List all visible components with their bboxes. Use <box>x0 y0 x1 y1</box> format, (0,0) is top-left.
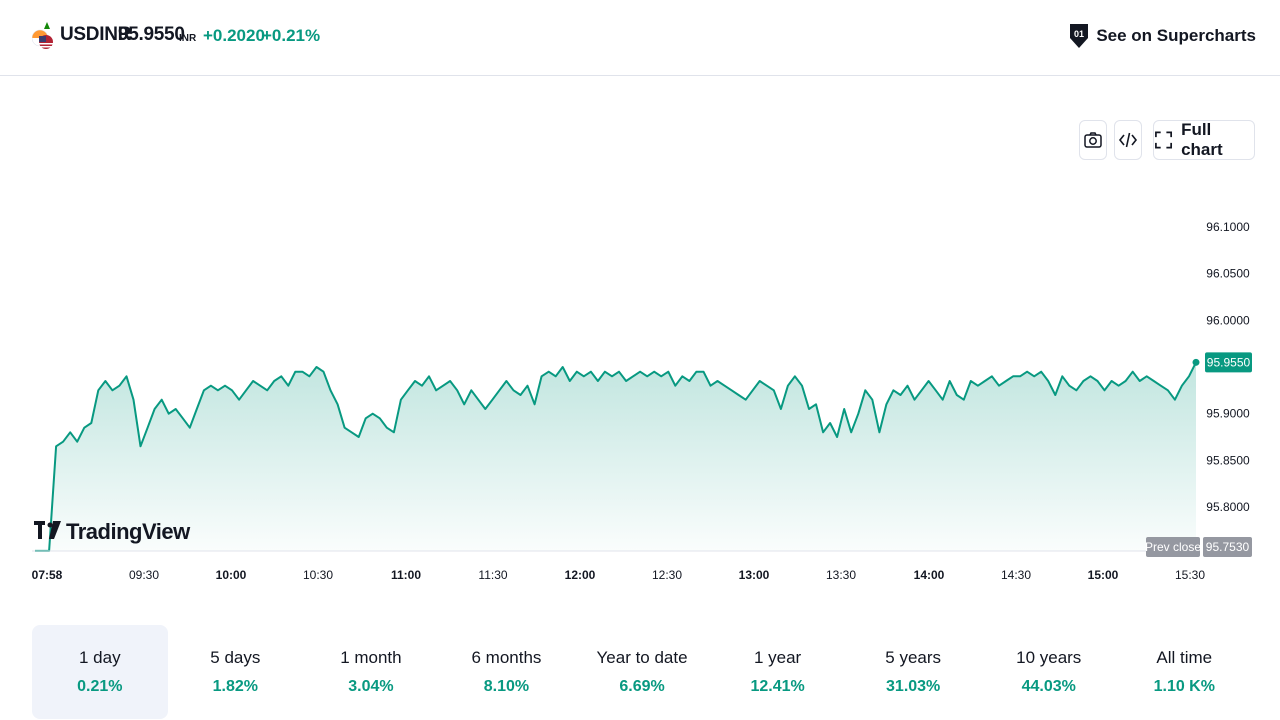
x-tick-label: 13:30 <box>826 568 856 582</box>
period-tab[interactable]: 1 year 12.41% <box>710 625 846 719</box>
price-change: +0.2020 <box>203 26 265 45</box>
period-tab[interactable]: 1 day 0.21% <box>32 625 168 719</box>
snapshot-button[interactable] <box>1079 120 1107 160</box>
period-label: 6 months <box>471 648 542 667</box>
price-line <box>35 361 1197 552</box>
x-tick-label: 09:30 <box>129 568 159 582</box>
symbol-header: USDINR 95.9550 INR +0.2020 +0.21% 01 See… <box>0 0 1280 76</box>
period-value: 3.04% <box>348 678 394 695</box>
period-tab[interactable]: 5 years 31.03% <box>845 625 981 719</box>
x-tick-label: 15:00 <box>1088 568 1119 582</box>
period-value: 8.10% <box>483 678 530 695</box>
x-tick-label: 11:00 <box>391 568 421 582</box>
x-axis: 07:58 09:30 10:00 10:30 11:00 11:30 12:00 12:30… <box>32 568 1206 582</box>
currency-code: INR <box>179 33 197 44</box>
period-tab[interactable]: 6 months 8.10% <box>439 625 575 719</box>
period-value: 1.10 K% <box>1153 678 1215 695</box>
x-tick-label: 11:30 <box>478 568 507 582</box>
period-label: 5 years <box>885 648 942 667</box>
period-value: 44.03% <box>1021 678 1076 695</box>
x-tick-label: 13:00 <box>739 568 770 582</box>
y-tick-label: 95.9000 <box>1206 407 1250 421</box>
y-tick-label: 96.1000 <box>1206 220 1250 234</box>
tradingview-logo-text: TradingView <box>66 519 191 544</box>
x-tick-label: 10:30 <box>303 568 333 582</box>
x-tick-label: 12:30 <box>652 568 682 582</box>
price-chart[interactable]: 96.1000 96.0500 96.0000 95.9000 95.8500 95.80… <box>0 0 1280 600</box>
fullscreen-icon <box>1155 131 1173 149</box>
period-value: 1.82% <box>212 678 259 695</box>
y-axis: 96.1000 96.0500 96.0000 95.9000 95.8500 95.80… <box>1206 220 1250 514</box>
last-price: 95.9550 <box>118 24 185 45</box>
svg-text:01: 01 <box>1074 29 1084 39</box>
period-value: 12.41% <box>750 678 805 695</box>
camera-icon <box>1084 132 1102 148</box>
period-tab[interactable]: 1 month 3.04% <box>303 625 439 719</box>
x-tick-label: 10:00 <box>216 568 247 582</box>
tradingview-logo-icon <box>34 521 61 539</box>
supercharts-logo-icon: 01 <box>1070 24 1089 48</box>
period-label: Year to date <box>596 648 688 667</box>
prev-close-label: Prev close <box>1145 540 1201 554</box>
x-tick-label: 14:30 <box>1001 568 1031 582</box>
period-tab[interactable]: Year to date 6.69% <box>574 625 710 719</box>
full-chart-label: Full chart <box>1181 120 1223 159</box>
y-tick-label: 95.8000 <box>1206 500 1250 514</box>
y-tick-label: 96.0000 <box>1206 313 1250 327</box>
period-performance-tabs: 1 day 0.21% 5 days 1.82% 1 month 3.04% 6 month… <box>32 625 1252 719</box>
x-tick-label: 12:00 <box>565 568 596 582</box>
period-label: 5 days <box>210 648 261 667</box>
period-label: 1 day <box>78 648 121 667</box>
prev-close-badge: Prev close 95.7530 <box>1145 537 1252 557</box>
last-price-label: 95.9550 <box>1207 355 1251 369</box>
period-label: 10 years <box>1016 648 1082 667</box>
x-tick-label: 07:58 <box>32 568 63 582</box>
period-value: 6.69% <box>619 678 665 695</box>
y-tick-label: 96.0500 <box>1206 267 1250 281</box>
prev-close-value: 95.7530 <box>1206 540 1250 554</box>
embed-button[interactable] <box>1114 120 1142 160</box>
usd-inr-flag-icon <box>32 22 53 49</box>
period-label: 1 month <box>340 648 402 667</box>
period-label: All time <box>1156 648 1213 667</box>
x-tick-label: 14:00 <box>914 568 945 582</box>
tradingview-logo[interactable]: TradingView <box>34 519 192 544</box>
symbol-name[interactable]: USDINR <box>60 24 132 45</box>
x-tick-label: 15:30 <box>1175 568 1205 582</box>
period-value: 31.03% <box>886 678 941 695</box>
full-chart-button[interactable]: Full chart <box>1153 120 1255 160</box>
period-tab[interactable]: 10 years 44.03% <box>981 625 1117 719</box>
period-tab[interactable]: All time 1.10 K% <box>1117 625 1253 719</box>
y-tick-label: 95.8500 <box>1206 453 1250 467</box>
code-embed-icon <box>1118 132 1138 148</box>
period-value: 0.21% <box>77 678 123 695</box>
last-price-dot <box>1192 358 1200 366</box>
price-change-percent: +0.21% <box>262 26 321 45</box>
supercharts-label: See on Supercharts <box>1096 26 1256 45</box>
period-tab[interactable]: 5 days 1.82% <box>168 625 304 719</box>
last-price-badge: 95.9550 <box>1205 352 1252 373</box>
period-label: 1 year <box>753 648 802 667</box>
see-on-supercharts-link[interactable]: 01 See on Supercharts <box>1068 20 1256 52</box>
price-area-fill <box>35 362 1196 551</box>
